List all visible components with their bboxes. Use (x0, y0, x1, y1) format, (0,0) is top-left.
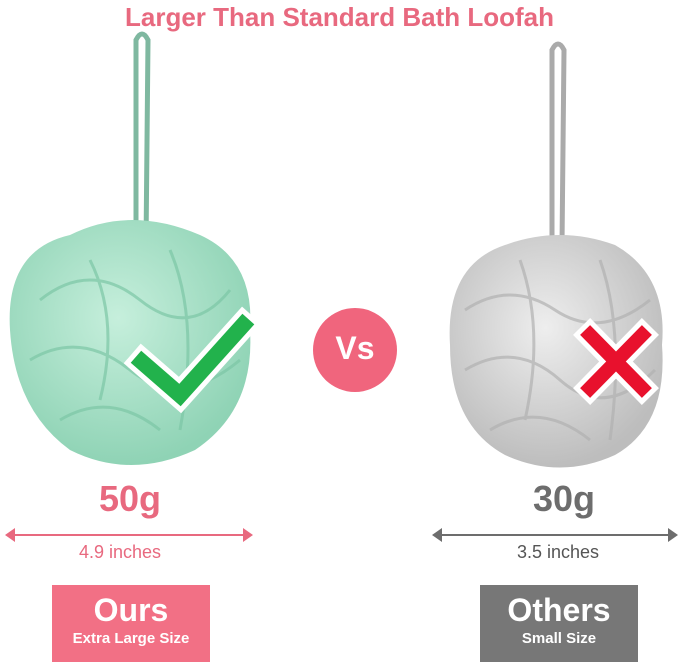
title: Larger Than Standard Bath Loofah (124, 2, 555, 32)
vs-label: Vs (335, 330, 375, 366)
others-label-box: Others Small Size (480, 585, 638, 662)
loofah-illustration (9, 31, 663, 468)
others-size: 3.5 inches (516, 542, 600, 562)
ours-size: 4.9 inches (78, 542, 162, 562)
ours-size-arrow (5, 528, 253, 542)
ours-weight: 50g (98, 478, 162, 519)
others-label: Others (507, 592, 611, 628)
vs-badge (313, 308, 397, 392)
others-weight: 30g (532, 478, 596, 519)
green-loofah (9, 31, 251, 465)
ours-label: Ours (93, 592, 169, 628)
others-size-arrow (432, 528, 678, 542)
check-icon (123, 306, 262, 414)
ours-label-box: Ours Extra Large Size (52, 585, 210, 662)
ours-sublabel: Extra Large Size (72, 630, 190, 647)
cross-icon (573, 318, 659, 405)
gray-loofah (449, 41, 663, 468)
others-sublabel: Small Size (521, 630, 597, 647)
